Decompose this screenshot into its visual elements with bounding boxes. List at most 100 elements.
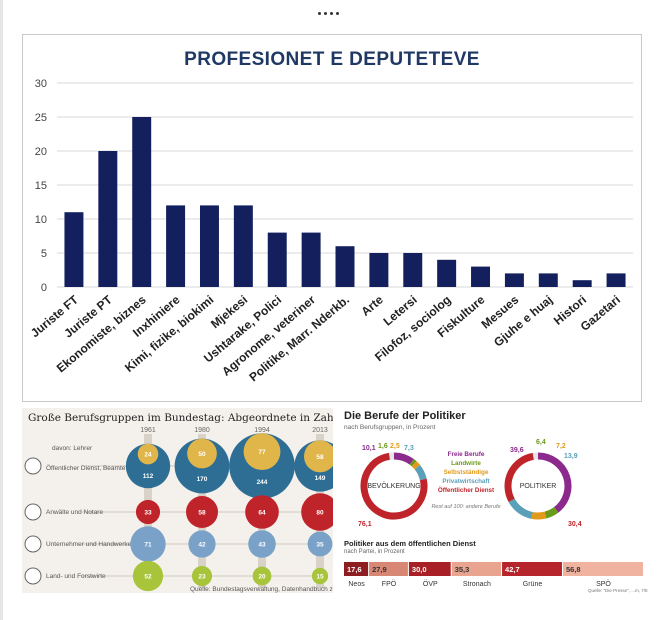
bubble-value: 64 — [258, 510, 266, 517]
donut-value-label: 13,9 — [564, 453, 578, 460]
donut-slice-politiker — [544, 506, 559, 519]
bubble-value: 71 — [144, 542, 152, 549]
bubble-anwalte-und-notare — [135, 499, 161, 525]
group-icon — [24, 503, 42, 521]
bubble-unternehmer-und-handwerker — [248, 530, 276, 558]
legend-landwirte: Landwirte — [451, 460, 481, 467]
donut-value-label: 39,6 — [510, 447, 524, 454]
bar-inxhiniere — [166, 205, 186, 287]
bubble-value: 43 — [258, 542, 266, 549]
bundestag-bubble-chart: 1961 1980 1994 2013 Öffentlicher Dienst, Bea… — [24, 427, 333, 593]
bar-arte — [369, 253, 389, 287]
party-bar-value: 42,7 — [505, 565, 520, 574]
legend-selbststandige: Selbstständige — [444, 469, 489, 476]
group-sublabel: davon: Lehrer — [52, 445, 93, 452]
donut-slice-bevoelkerung — [409, 459, 417, 467]
bubble-value: 58 — [198, 510, 206, 517]
bubble-anwalte-und-notare — [245, 495, 279, 529]
bar-gazetari — [606, 273, 626, 287]
donut-slice-bevoelkerung — [411, 461, 421, 470]
drag-handle-dots[interactable] — [318, 2, 350, 15]
party-label: Grüne — [523, 581, 543, 588]
party-bar-stronach — [451, 562, 502, 576]
bubble-unternehmer-und-handwerker — [188, 530, 216, 558]
bubble-anwalte-und-notare — [186, 496, 218, 528]
group-label: Land- und Forstwirte — [46, 573, 106, 580]
chart-title: PROFESIONET E DEPUTETEVE — [184, 49, 480, 70]
y-tick-label: 5 — [41, 248, 47, 260]
bar-letersi — [403, 253, 423, 287]
politiker-title: Die Berufe der Politiker — [344, 410, 466, 422]
party-bar-neos — [344, 562, 369, 576]
y-tick-label: 20 — [35, 146, 47, 158]
bundestag-title: Große Berufsgruppen im Bundestag: Abgeor… — [28, 412, 333, 424]
bubble-value: 42 — [198, 542, 206, 549]
year-label: 1980 — [194, 427, 210, 434]
donut-slice-politiker — [537, 452, 572, 513]
bar-politike-marr-nderkb — [335, 246, 355, 287]
y-tick-label: 30 — [35, 78, 47, 90]
bar-filofoz-sociolog — [437, 259, 457, 287]
bubble-value: 244 — [257, 479, 268, 486]
bubble-value: 77 — [258, 449, 266, 456]
politiker-infographic: Die Berufe der Politiker nach Berufsgrup… — [338, 408, 650, 593]
party-label: ÖVP — [423, 580, 438, 588]
year-label: 1994 — [254, 427, 270, 434]
donut-value-label: 30,4 — [568, 521, 582, 528]
party-bar-value: 56,8 — [566, 565, 581, 574]
bubble-unternehmer-und-handwerker — [307, 531, 333, 557]
source-note: Quelle: "Die Presse", ...m, 7/8 — [588, 588, 648, 593]
y-tick-label: 25 — [35, 112, 47, 124]
bubble-lehrer — [187, 438, 217, 469]
x-tick-label: Arte — [358, 292, 386, 318]
bubble-value: 170 — [197, 476, 208, 483]
legend-privatwirtschaft: Privatwirtschaft — [442, 478, 490, 485]
donut-slice-bevoelkerung — [393, 452, 414, 465]
bubble-land-und-forstwirte — [252, 566, 272, 586]
bubble-lehrer — [137, 443, 159, 465]
year-label: 2013 — [312, 427, 328, 434]
party-bar-value: 27,9 — [372, 565, 387, 574]
party-bar-value: 35,3 — [455, 565, 470, 574]
bar-agronome-veteriner — [301, 232, 321, 287]
donut-center-label: POLITIKER — [520, 483, 557, 490]
donut-slice-bevoelkerung — [414, 464, 427, 481]
party-label: FPÖ — [382, 580, 397, 588]
party-label: Neos — [348, 581, 365, 588]
bar-mesues — [504, 273, 524, 287]
y-tick-label: 15 — [35, 180, 47, 192]
politiker-donut-chart: BEVÖLKERUNG POLITIKER 10,1 1,6 2,5 7,3 76,1 39,… — [344, 439, 648, 593]
donut-slice-bevoelkerung — [360, 452, 428, 520]
year-header: 1961 1980 1994 2013 — [140, 427, 328, 434]
donut-slice-politiker — [531, 511, 547, 520]
bubble-value: 52 — [144, 574, 152, 581]
party-bar-grune — [502, 562, 562, 576]
donut-value-label: 76,1 — [358, 521, 372, 528]
donut-slice-politiker — [504, 452, 535, 502]
bar-juriste-pt — [98, 151, 118, 287]
group-label: Anwälte und Notare — [46, 509, 103, 516]
bubble-value: 80 — [316, 510, 324, 517]
group-label: Öffentlicher Dienst, Beamte — [46, 464, 126, 472]
main-chart-frame: PROFESIONET E DEPUTETEVE 0 5 10 15 20 25 30 Jur… — [22, 34, 642, 402]
bar-ekonomiste-biznes — [132, 117, 152, 287]
bar-juriste-ft — [64, 212, 84, 287]
bubble-value: 33 — [144, 510, 152, 517]
bar-mjekesi — [233, 205, 253, 287]
bubble-value: 35 — [316, 542, 324, 549]
group-icon — [24, 535, 42, 553]
source-note: Quelle: Bundestagsverwaltung, Datenhandb… — [190, 586, 333, 593]
bar-gjuhe-e-huaj — [538, 273, 558, 287]
bar-fiskulture — [471, 266, 491, 287]
donut-value-label: 10,1 — [362, 445, 376, 452]
donut-slice-politiker — [508, 498, 533, 519]
party-label: SPÖ — [596, 580, 611, 588]
bubble-land-und-forstwirte — [132, 560, 164, 592]
left-frame-border — [0, 0, 3, 620]
bubble-value: 20 — [258, 574, 266, 581]
legend-freie-berufe: Freie Berufe — [448, 451, 485, 458]
party-chart-subtitle: nach Partei, in Prozent — [344, 549, 405, 555]
bubble-offentlicher-dienst-beamte — [125, 443, 171, 489]
bubble-land-und-forstwirte — [191, 565, 213, 587]
